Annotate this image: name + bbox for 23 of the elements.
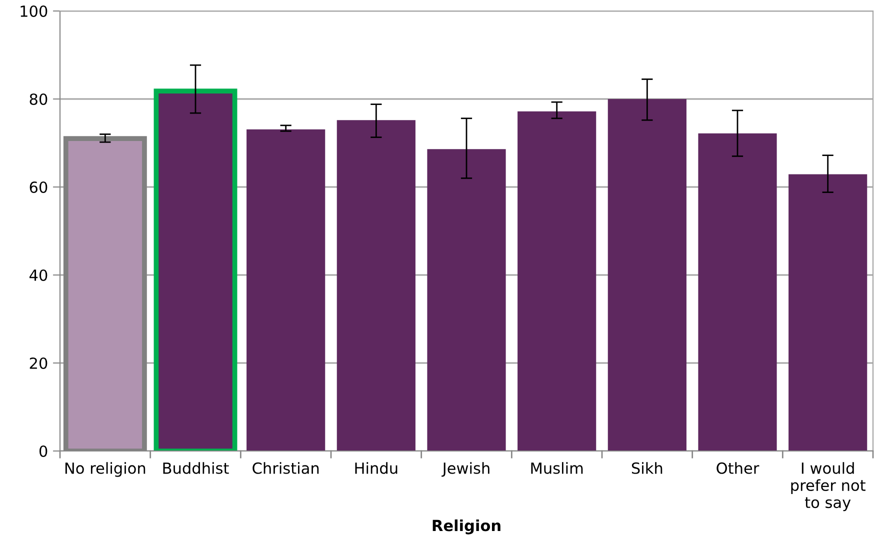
x-tick-label: Muslim	[531, 462, 583, 474]
x-tick-label: I would prefer not to say	[791, 462, 866, 512]
y-tick-label: 20	[30, 357, 48, 370]
bar	[788, 174, 868, 451]
y-tick-label: 100	[20, 5, 48, 18]
x-tick-label: Sikh	[632, 462, 662, 474]
bar	[246, 129, 326, 451]
x-tick-label: Jewish	[442, 462, 490, 477]
x-tick-label: No religion	[65, 462, 146, 477]
bar	[608, 99, 686, 451]
bar	[427, 149, 506, 451]
x-tick-label: Buddhist	[163, 462, 229, 474]
y-tick-label: 60	[30, 181, 48, 194]
bar	[336, 120, 416, 451]
x-tick-label: Other	[716, 462, 760, 474]
x-tick-label: Christian	[252, 462, 319, 474]
bar	[518, 111, 596, 451]
bar	[698, 133, 777, 451]
x-tick-label: Hindu	[355, 462, 398, 474]
x-axis-title: Religion	[432, 519, 500, 534]
y-tick-label: 0	[39, 445, 48, 458]
y-tick-label: 80	[30, 93, 48, 106]
y-tick-label: 40	[30, 269, 48, 282]
